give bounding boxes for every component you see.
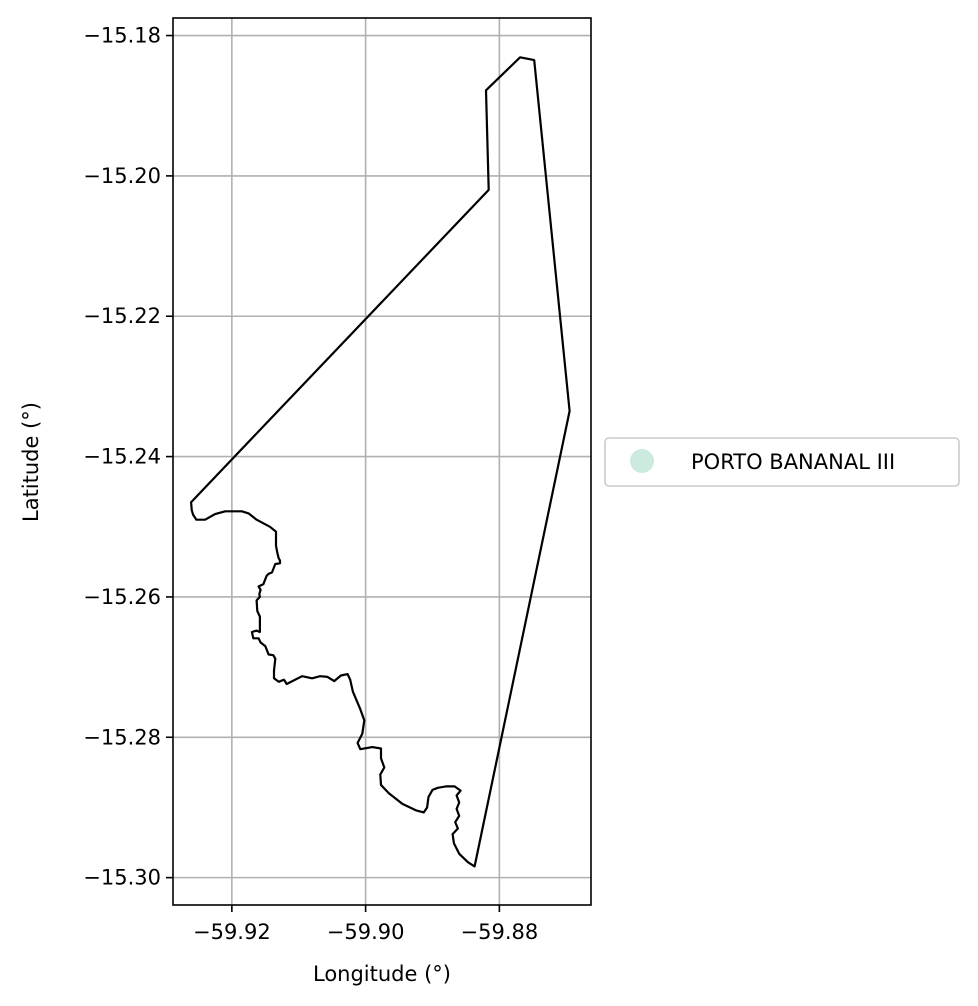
polygon-layer xyxy=(190,56,571,868)
plot-frame xyxy=(172,17,592,906)
boundary-polygon xyxy=(190,56,571,868)
grid-lines xyxy=(173,18,591,905)
x-tick-label: −59.92 xyxy=(193,920,271,944)
legend-frame xyxy=(604,437,960,487)
axis-ticks: −59.92 −59.90 −59.88 −15.18 −15.20 −15.22 −15.… xyxy=(83,24,538,944)
y-tick-label: −15.20 xyxy=(83,164,161,188)
x-tick-label: −59.88 xyxy=(461,920,539,944)
x-axis-label: Longitude (°) xyxy=(313,962,451,986)
legend: PORTO BANANAL III xyxy=(604,437,960,487)
x-tick-label: −59.90 xyxy=(327,920,405,944)
legend-marker xyxy=(630,449,654,473)
y-tick-label: −15.30 xyxy=(83,866,161,890)
y-tick-label: −15.26 xyxy=(83,585,161,609)
y-tick-label: −15.22 xyxy=(83,304,161,328)
y-tick-label: −15.24 xyxy=(83,445,161,469)
y-tick-label: −15.18 xyxy=(83,24,161,48)
legend-label: PORTO BANANAL III xyxy=(691,450,895,474)
y-axis-label: Latitude (°) xyxy=(19,402,43,522)
y-tick-label: −15.28 xyxy=(83,725,161,749)
